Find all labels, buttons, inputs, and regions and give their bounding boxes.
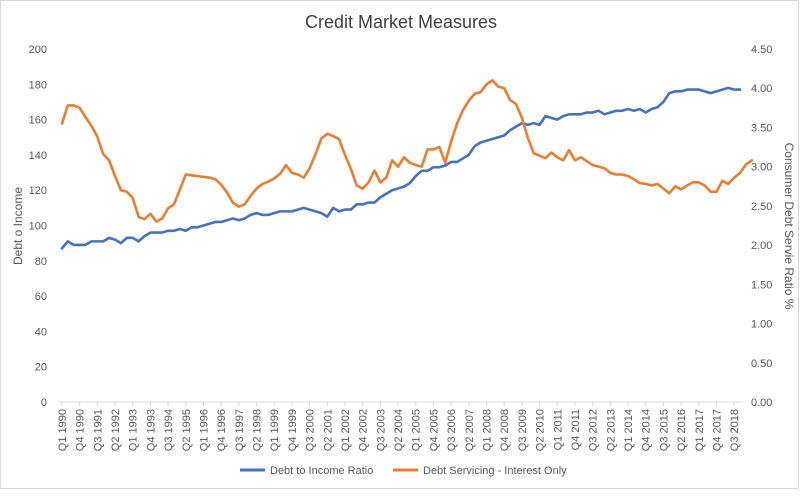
x-tick-label: Q1 2002	[340, 409, 352, 451]
y-axis-ticks: 0 20 40 60 80 100 120 140 160 180 200	[29, 44, 47, 409]
series-line-debt-servicing	[60, 79, 754, 223]
x-tick-label: Q3 2009	[517, 409, 529, 451]
y2-tick-label: 2.00	[751, 240, 772, 252]
y2-tick-label: 1.00	[751, 319, 772, 331]
series-line-debt-to-income	[60, 86, 742, 250]
x-tick-label: Q1 2011	[552, 409, 564, 450]
x-tick-label: Q4 2005	[428, 409, 440, 451]
y2-tick-label: 1.50	[751, 279, 772, 291]
x-tick-label: Q3 1997	[234, 409, 246, 451]
x-tick-label: Q4 2017	[711, 409, 723, 451]
y2-tick-label: 3.50	[751, 122, 772, 134]
x-tick-label: Q3 1991	[92, 409, 104, 451]
y-tick-label: 160	[29, 115, 47, 127]
x-tick-label: Q2 2004	[393, 409, 405, 451]
x-tick-label: Q4 2011	[570, 409, 582, 450]
x-tick-label: Q2 2007	[464, 409, 476, 451]
x-tick-label: Q3 2000	[305, 409, 317, 451]
x-tick-label: Q4 2014	[641, 409, 653, 451]
y-tick-label: 100	[29, 221, 47, 233]
y-axis-title: Debt o Income	[11, 187, 25, 265]
legend: Debt to Income Ratio Debt Servicing - In…	[240, 465, 567, 477]
legend-label-debt-servicing: Debt Servicing - Interest Only	[423, 465, 567, 477]
x-tick-label: Q3 1994	[163, 409, 175, 451]
x-tick-label: Q3 2003	[375, 409, 387, 451]
x-tick-label: Q1 1990	[57, 409, 69, 451]
x-tick-label: Q1 1996	[198, 409, 210, 451]
x-tick-label: Q3 2012	[588, 409, 600, 451]
x-tick-label: Q2 2010	[535, 409, 547, 451]
x-tick-label: Q1 2017	[694, 409, 706, 451]
chart-title: Credit Market Measures	[305, 12, 497, 32]
series-lines	[60, 79, 754, 250]
x-tick-label: Q4 1996	[216, 409, 228, 451]
x-tick-label: Q2 1992	[110, 409, 122, 451]
y2-tick-label: 0.50	[751, 358, 772, 370]
y2-axis-ticks: 0.00 0.50 1.00 1.50 2.00 2.50 3.00 3.50 4.00 4.50	[751, 44, 772, 409]
x-tick-label: Q4 1999	[287, 409, 299, 451]
x-tick-label: Q1 2008	[482, 409, 494, 451]
x-axis-ticks: Q1 1990 Q4 1990 Q3 1991 Q2 1992 Q1 1993 Q4 19…	[57, 402, 741, 451]
y2-tick-label: 4.50	[751, 44, 772, 56]
x-tick-label: Q4 2002	[358, 409, 370, 451]
x-tick-label: Q3 2015	[658, 409, 670, 451]
y2-tick-label: 2.50	[751, 201, 772, 213]
y2-tick-label: 0.00	[751, 397, 772, 409]
y-tick-label: 200	[29, 44, 47, 56]
x-tick-label: Q3 2006	[446, 409, 458, 451]
y-tick-label: 0	[41, 397, 47, 409]
legend-label-debt-to-income: Debt to Income Ratio	[270, 465, 373, 477]
y2-tick-label: 3.00	[751, 162, 772, 174]
y-tick-label: 40	[35, 326, 47, 338]
x-tick-label: Q1 1993	[128, 409, 140, 451]
y-tick-label: 120	[29, 185, 47, 197]
y-tick-label: 140	[29, 150, 47, 162]
x-tick-label: Q1 2005	[411, 409, 423, 451]
y-tick-label: 80	[35, 256, 47, 268]
x-tick-label: Q4 1993	[145, 409, 157, 451]
y-tick-label: 180	[29, 79, 47, 91]
x-tick-label: Q2 2001	[322, 409, 334, 451]
x-tick-label: Q1 2014	[623, 409, 635, 451]
x-tick-label: Q4 1990	[75, 409, 87, 451]
y2-axis-title: Consumer Debt Servie Ratio %	[782, 143, 796, 310]
x-tick-label: Q2 1995	[181, 409, 193, 451]
x-tick-label: Q4 2008	[499, 409, 511, 451]
x-tick-label: Q2 2016	[676, 409, 688, 451]
y-tick-label: 60	[35, 291, 47, 303]
x-tick-label: Q3 2018	[729, 409, 741, 451]
x-tick-label: Q2 1998	[252, 409, 264, 451]
x-tick-label: Q1 1999	[269, 409, 281, 451]
y2-tick-label: 4.00	[751, 83, 772, 95]
y-tick-label: 20	[35, 362, 47, 374]
x-tick-label: Q2 2013	[605, 409, 617, 451]
